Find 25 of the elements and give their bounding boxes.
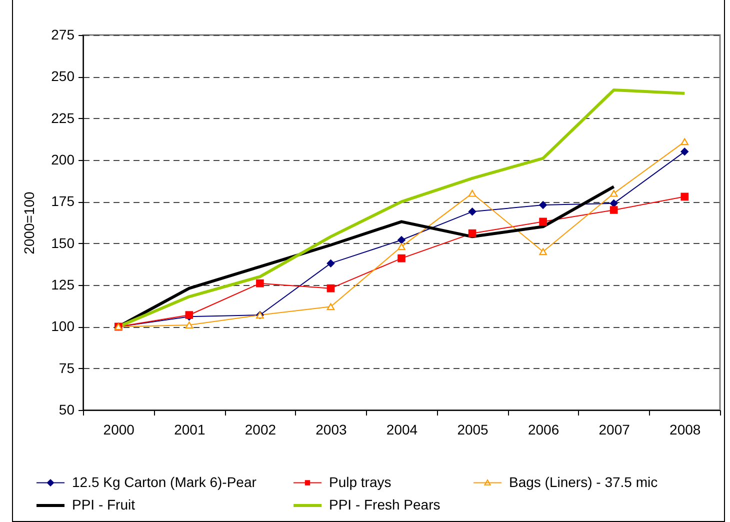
y-axis-title: 2000=100 bbox=[21, 191, 38, 254]
legend-label: Pulp trays bbox=[329, 474, 392, 490]
y-tick-label: 125 bbox=[51, 276, 75, 292]
x-tick-label: 2000 bbox=[103, 422, 135, 438]
legend-label: 12.5 Kg Carton (Mark 6)-Pear bbox=[72, 474, 257, 490]
legend-label: PPI - Fruit bbox=[72, 496, 136, 512]
y-tick-label: 225 bbox=[51, 110, 75, 126]
y-tick-label: 150 bbox=[51, 234, 75, 251]
y-tick-label: 250 bbox=[51, 68, 75, 84]
x-tick-label: 2003 bbox=[316, 422, 348, 438]
x-tick-label: 2002 bbox=[244, 422, 276, 438]
x-tick-label: 2001 bbox=[174, 422, 206, 438]
y-tick-label: 175 bbox=[51, 193, 75, 210]
y-tick-label: 275 bbox=[51, 26, 75, 42]
x-tick-label: 2004 bbox=[386, 422, 418, 438]
y-tick-label: 50 bbox=[58, 402, 75, 418]
y-tick-label: 200 bbox=[51, 152, 75, 168]
y-tick-label: 75 bbox=[58, 360, 75, 376]
legend-label: Bags (Liners) - 37.5 mic bbox=[509, 474, 658, 490]
x-tick-label: 2005 bbox=[457, 422, 489, 438]
x-tick-label: 2008 bbox=[670, 422, 701, 438]
legend-label: PPI - Fresh Pears bbox=[329, 496, 440, 512]
y-tick-label: 100 bbox=[51, 318, 75, 334]
x-tick-label: 2007 bbox=[598, 422, 630, 438]
x-tick-label: 2006 bbox=[528, 422, 560, 438]
